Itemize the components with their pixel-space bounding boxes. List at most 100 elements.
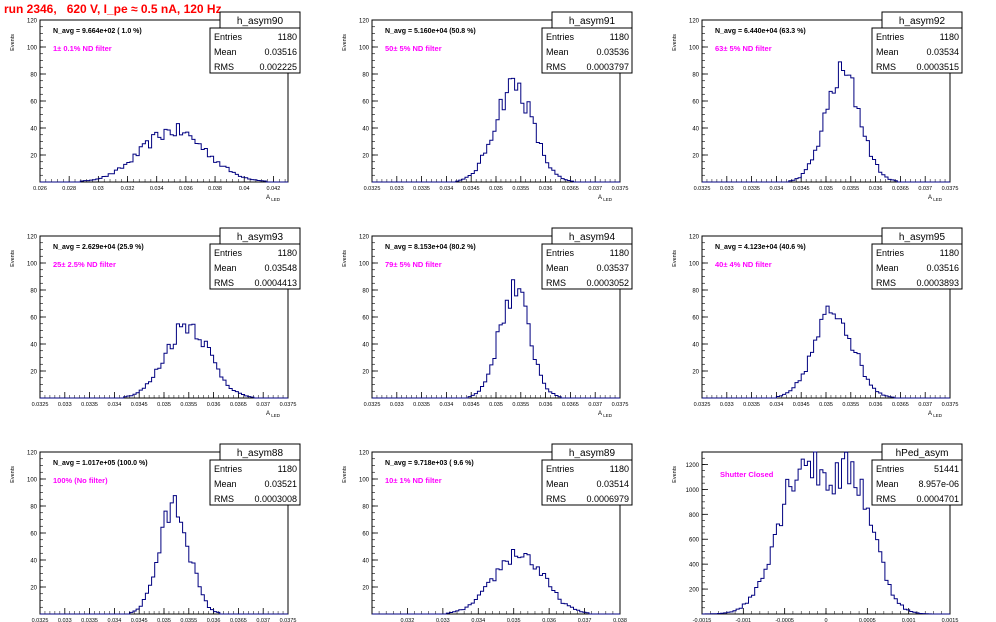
histogram-panel-h_asym95: 20 40 60 80 100 120 0.0325 0.033 0.0335 0.034 0.03… [672,227,963,418]
x-tick-label: 0.037 [578,618,592,622]
stats-value: 1180 [610,464,629,474]
x-axis-label: A LED [266,411,281,418]
y-axis-label: Events [672,250,678,267]
y-axis-label: Events [342,250,348,267]
x-tick-label: 0.038 [613,618,627,622]
stats-label: Entries [214,464,243,474]
x-tick-label: 0.0375 [942,186,959,192]
x-tick-label: 0.036 [542,618,556,622]
y-tick-label: 20 [362,586,369,592]
y-axis-label: Events [342,34,348,51]
stats-label: RMS [876,62,896,72]
stats-value: 0.03514 [596,479,629,489]
stats-box [871,459,963,506]
y-tick-label: 80 [692,73,699,79]
x-tick-label: 0.037 [918,186,932,192]
x-tick-label: 0.035 [507,618,521,622]
y-tick-label: 100 [27,478,38,484]
histogram-series-h_asym94 [372,279,620,399]
x-tick-label: 0.034 [440,186,454,192]
x-tick-label: 0.0365 [562,402,579,408]
stats-value: 0.03536 [596,47,629,57]
x-tick-label: 0.033 [390,186,404,192]
x-tick-label: 0.032 [121,186,135,192]
navg-label: N_avg = 4.123e+04 (40.6 %) [715,244,806,251]
x-tick-label: 0.0325 [32,618,49,622]
x-tick-label: 0.033 [436,618,450,622]
stats-value: 0.03548 [264,263,297,273]
histogram-name: h_asym94 [569,232,616,243]
x-tick-label: 0.0015 [942,618,959,622]
x-tick-label: 0.036 [539,186,553,192]
stats-label: Entries [546,464,575,474]
x-tick-label: 0.0365 [892,402,909,408]
stats-box [871,27,963,74]
x-tick-label: 0.001 [902,618,916,622]
y-tick-label: 100 [27,46,38,52]
y-tick-label: 80 [362,73,369,79]
y-tick-label: 20 [692,154,699,160]
x-tick-label: 0.0345 [131,402,148,408]
x-tick-label: 0 [824,618,827,622]
y-tick-label: 80 [362,505,369,511]
y-tick-label: 40 [692,343,699,349]
stats-label: Entries [214,248,243,258]
histogram-name: h_asym93 [237,232,284,243]
y-tick-label: 40 [362,343,369,349]
x-tick-label: 0.0355 [180,402,197,408]
y-tick-label: 60 [362,532,369,538]
stats-label: Mean [214,479,237,489]
histogram-series-h_asym88 [40,495,288,615]
stats-label: RMS [546,494,566,504]
y-tick-label: 120 [689,19,700,25]
y-tick-label: 60 [362,316,369,322]
x-tick-label: 0.034 [108,618,122,622]
y-tick-label: 800 [689,513,700,519]
stats-value: 1180 [278,32,297,42]
stats-value: 1180 [940,32,959,42]
x-tick-label: 0.0355 [842,402,859,408]
histogram-series-h_asym91 [372,77,620,183]
x-tick-label: 0.037 [918,402,932,408]
y-tick-label: 80 [692,289,699,295]
x-tick-label: 0.033 [390,402,404,408]
x-tick-label: 0.0365 [230,618,247,622]
x-axis-label-sub: LED [602,413,613,418]
histogram-series-h_asym89 [372,549,620,615]
stats-value: 0.03537 [596,263,629,273]
x-tick-label: 0.04 [239,186,250,192]
x-tick-label: 0.0325 [32,402,49,408]
y-tick-label: 80 [30,289,37,295]
x-tick-label: 0.036 [539,402,553,408]
x-tick-label: 0.028 [62,186,76,192]
y-tick-label: 80 [30,505,37,511]
y-tick-label: 120 [359,235,370,241]
y-tick-label: 60 [30,316,37,322]
x-tick-label: 0.034 [440,402,454,408]
x-tick-label: 0.038 [208,186,222,192]
y-tick-label: 100 [689,46,700,52]
x-axis-label: A LED [598,195,613,202]
stats-label: Entries [876,248,905,258]
y-tick-label: 60 [30,532,37,538]
x-tick-label: 0.036 [179,186,193,192]
y-tick-label: 40 [362,127,369,133]
x-tick-label: 0.0005 [859,618,876,622]
y-tick-label: 1200 [686,463,700,469]
x-tick-label: 0.036 [207,402,221,408]
x-tick-label: 0.033 [720,186,734,192]
x-tick-label: -0.0015 [693,618,712,622]
stats-box [209,243,301,290]
x-tick-label: 0.0355 [512,186,529,192]
y-tick-label: 100 [359,46,370,52]
filter-note: 25± 2.5% ND filter [53,260,116,269]
stats-label: RMS [876,278,896,288]
y-tick-label: 120 [359,451,370,457]
filter-note: 63± 5% ND filter [715,44,772,53]
stats-value: 51441 [934,464,959,474]
x-tick-label: 0.0325 [364,186,381,192]
histogram-name: h_asym88 [237,448,284,459]
filter-note: 100% (No filter) [53,476,108,485]
x-axis-label-sub: LED [932,413,943,418]
